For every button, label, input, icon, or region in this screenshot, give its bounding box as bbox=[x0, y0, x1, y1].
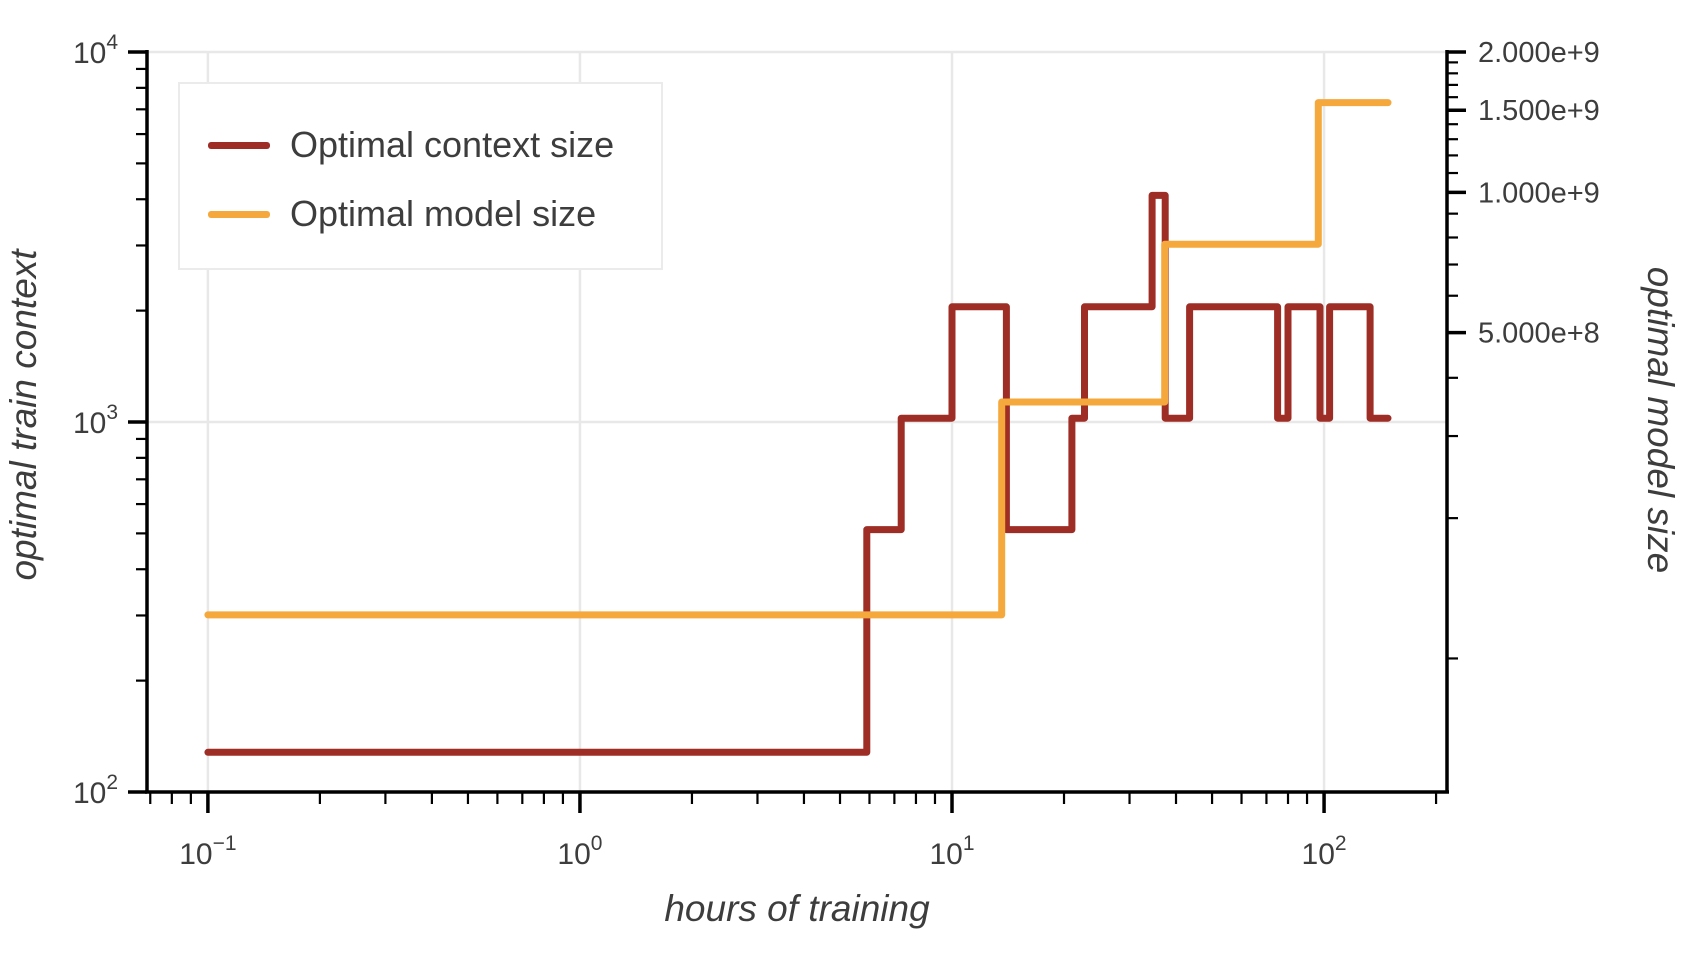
left-tick-label: 102 bbox=[73, 771, 118, 810]
right-tick-label: 2.000e+9 bbox=[1478, 37, 1600, 69]
legend-entry-context: Optimal context size bbox=[180, 124, 615, 165]
right-tick-label: 5.000e+8 bbox=[1478, 318, 1600, 350]
x-tick-label: 101 bbox=[929, 832, 974, 871]
optimal-model-size-line bbox=[204, 99, 1392, 619]
left-tick-label: 103 bbox=[73, 401, 118, 440]
x-tick-label: 10−1 bbox=[179, 832, 236, 871]
x-tick-label: 100 bbox=[557, 832, 602, 871]
right-tick-label: 1.500e+9 bbox=[1478, 95, 1600, 127]
legend-swatch-model bbox=[208, 210, 270, 218]
left-tick-label: 104 bbox=[73, 31, 118, 70]
legend-label-model: Optimal model size bbox=[290, 193, 597, 234]
legend-label-context: Optimal context size bbox=[290, 124, 615, 165]
legend-entry-model: Optimal model size bbox=[180, 193, 597, 234]
x-tick-label: 102 bbox=[1302, 832, 1347, 871]
optimal-context-size-line bbox=[204, 191, 1392, 756]
legend-swatch-context bbox=[208, 141, 270, 149]
legend: Optimal context size Optimal model size bbox=[178, 82, 663, 270]
right-tick-label: 1.000e+9 bbox=[1478, 177, 1600, 209]
